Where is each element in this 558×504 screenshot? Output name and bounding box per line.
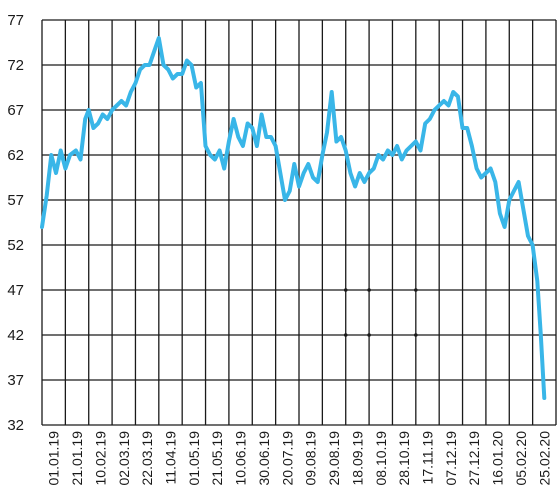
grid-marker-dot (414, 288, 418, 292)
y-tick-label: 67 (7, 102, 24, 119)
x-tick-label: 21.05.19 (209, 431, 225, 486)
y-tick-label: 42 (7, 327, 24, 344)
x-tick-label: 29.08.19 (326, 431, 342, 486)
x-tick-label: 09.08.19 (303, 431, 319, 486)
x-axis: 01.01.19 21.01.19 10.02.19 02.03.19 22.03.19… (46, 431, 553, 486)
x-tick-label: 07.12.19 (443, 431, 459, 486)
chart-grid (41, 19, 557, 426)
x-tick-label: 20.07.19 (279, 431, 295, 486)
x-tick-label: 17.11.19 (420, 431, 436, 485)
grid-marker-dot (343, 333, 348, 337)
x-tick-label: 16.01.20 (490, 431, 506, 486)
grid-marker-dot (343, 288, 348, 292)
y-tick-label: 77 (7, 12, 24, 29)
y-tick-label: 57 (7, 192, 24, 209)
x-tick-label: 02.03.19 (116, 431, 132, 486)
grid-marker-dot (367, 288, 371, 292)
x-tick-label: 22.03.19 (139, 431, 155, 486)
x-tick-label: 01.01.19 (46, 431, 62, 486)
x-tick-label: 25.02.20 (536, 431, 552, 486)
x-tick-label: 28.10.19 (396, 431, 412, 486)
grid-marker-dot (414, 333, 418, 337)
y-tick-label: 32 (7, 417, 24, 434)
y-axis: 77 72 67 62 57 52 47 42 37 32 (7, 12, 24, 434)
y-tick-label: 47 (7, 282, 24, 299)
x-tick-label: 08.10.19 (373, 431, 389, 486)
x-tick-label: 01.05.19 (186, 431, 202, 486)
x-tick-label: 21.01.19 (69, 431, 85, 486)
y-tick-label: 37 (7, 372, 24, 389)
x-tick-label: 11.04.19 (163, 431, 179, 485)
x-tick-label: 05.02.20 (513, 431, 529, 486)
grid-markers (343, 288, 418, 337)
y-tick-label: 72 (7, 57, 24, 74)
x-tick-label: 27.12.19 (466, 431, 482, 486)
x-tick-label: 30.06.19 (256, 431, 272, 486)
series-line (40, 36, 547, 400)
grid-marker-dot (367, 333, 371, 337)
y-tick-label: 52 (7, 237, 24, 254)
x-tick-label: 10.02.19 (92, 431, 108, 486)
y-tick-label: 62 (7, 147, 24, 164)
x-tick-label: 18.09.19 (349, 431, 365, 486)
x-tick-label: 10.06.19 (233, 431, 249, 486)
